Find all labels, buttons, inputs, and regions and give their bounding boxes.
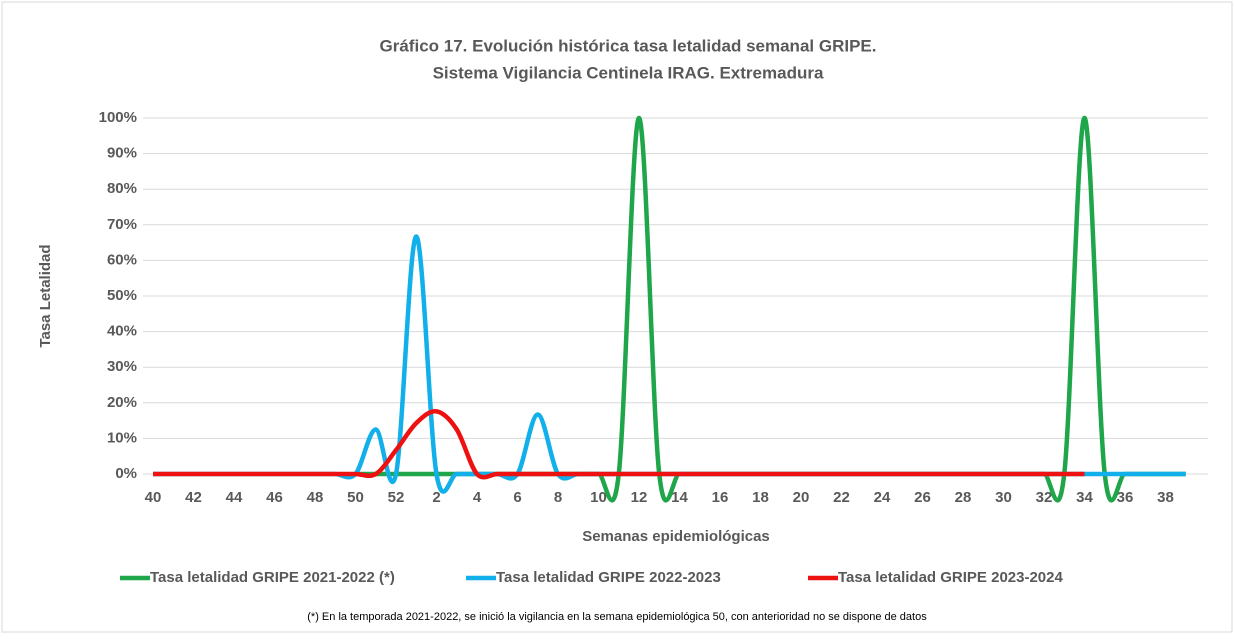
y-tick-label: 40% — [107, 323, 137, 340]
x-tick-label: 44 — [226, 489, 243, 506]
legend-label: Tasa letalidad GRIPE 2021-2022 (*) — [150, 569, 395, 586]
x-tick-label: 30 — [995, 489, 1012, 506]
x-tick-label: 38 — [1157, 489, 1174, 506]
y-tick-label: 90% — [107, 145, 137, 162]
series-line — [153, 409, 1085, 480]
x-tick-label: 8 — [554, 489, 562, 506]
y-tick-label: 10% — [107, 429, 137, 446]
x-tick-label: 34 — [1076, 489, 1093, 506]
x-tick-label: 48 — [307, 489, 324, 506]
x-axis-label: Semanas epidemiológicas — [582, 528, 770, 545]
x-tick-label: 42 — [185, 489, 202, 506]
x-tick-label: 14 — [671, 489, 688, 506]
x-tick-label: 50 — [347, 489, 364, 506]
x-tick-label: 12 — [631, 489, 648, 506]
legend-label: Tasa letalidad GRIPE 2023-2024 — [838, 569, 1063, 586]
x-tick-label: 32 — [1036, 489, 1053, 506]
x-tick-label: 24 — [874, 489, 891, 506]
x-tick-label: 2 — [432, 489, 440, 506]
chart-title: Gráfico 17. Evolución histórica tasa let… — [380, 36, 877, 55]
y-tick-label: 50% — [107, 287, 137, 304]
legend-label: Tasa letalidad GRIPE 2022-2023 — [496, 569, 721, 586]
y-tick-label: 70% — [107, 216, 137, 233]
x-tick-label: 26 — [914, 489, 931, 506]
x-tick-label: 16 — [712, 489, 729, 506]
y-tick-label: 80% — [107, 180, 137, 197]
x-tick-label: 36 — [1117, 489, 1134, 506]
x-tick-label: 10 — [590, 489, 607, 506]
x-tick-label: 28 — [955, 489, 972, 506]
x-tick-label: 40 — [145, 489, 162, 506]
x-tick-label: 18 — [752, 489, 769, 506]
y-axis-label: Tasa Letalidad — [37, 244, 54, 347]
y-tick-label: 100% — [99, 109, 137, 126]
y-tick-label: 20% — [107, 394, 137, 411]
x-tick-label: 52 — [388, 489, 405, 506]
x-tick-label: 22 — [833, 489, 850, 506]
y-tick-label: 0% — [115, 465, 137, 482]
y-tick-label: 60% — [107, 251, 137, 268]
x-tick-label: 4 — [473, 489, 482, 506]
footnote: (*) En la temporada 2021-2022, se inició… — [307, 611, 927, 623]
chart-subtitle: Sistema Vigilancia Centinela IRAG. Extre… — [433, 63, 824, 82]
x-tick-label: 6 — [513, 489, 521, 506]
y-tick-label: 30% — [107, 358, 137, 375]
x-tick-label: 20 — [793, 489, 810, 506]
x-tick-label: 46 — [266, 489, 283, 506]
